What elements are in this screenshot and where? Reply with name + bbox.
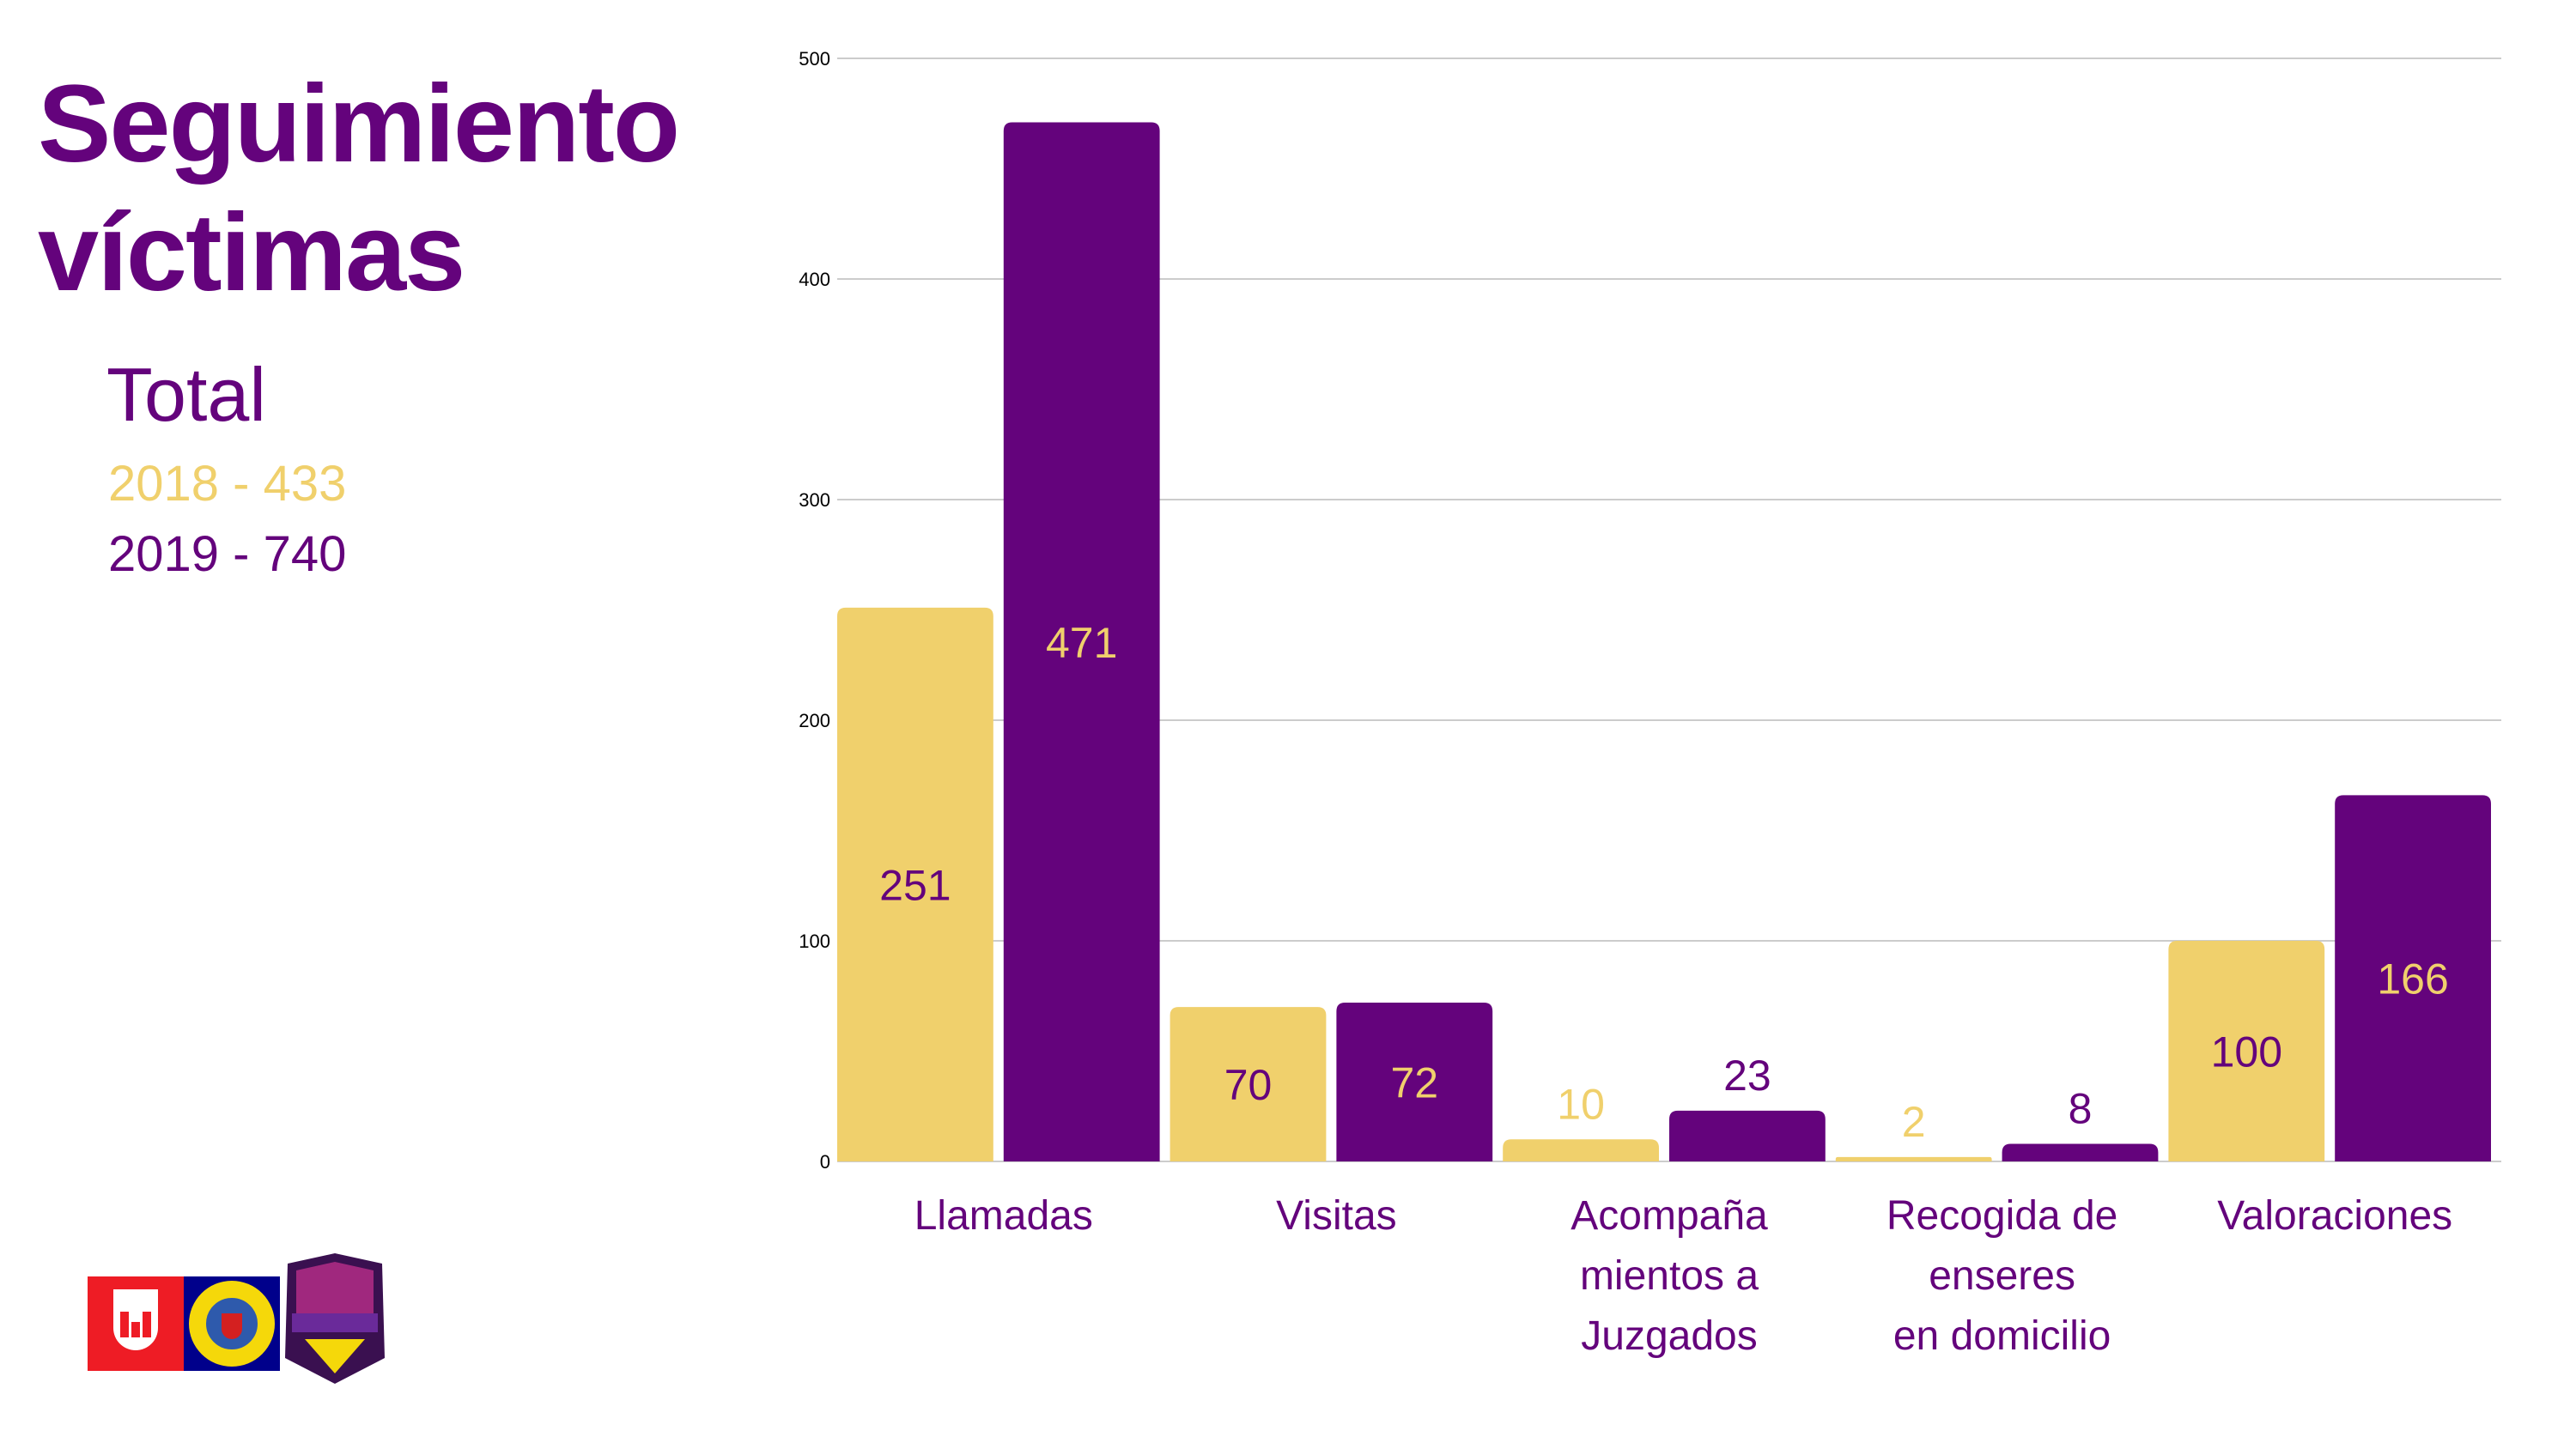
page-title: Seguimiento víctimas	[38, 60, 776, 318]
logos	[88, 1253, 385, 1384]
bar-2018	[837, 607, 993, 1161]
ayuntamiento-logo	[88, 1276, 184, 1371]
bar-2018	[1835, 1156, 1992, 1161]
x-category-label: enseres	[1929, 1253, 2075, 1299]
legend-item-2018: 2018 - 433	[108, 456, 347, 512]
x-category-label: Juzgados	[1581, 1313, 1757, 1359]
x-category-label: Visitas	[1276, 1193, 1397, 1239]
x-category-label: Recogida de	[1886, 1193, 2118, 1239]
x-category-label: mientos a	[1580, 1253, 1759, 1299]
y-tick-label: 500	[799, 48, 830, 70]
data-label: 471	[1046, 619, 1117, 667]
bar-2019	[1336, 1002, 1493, 1161]
y-tick-label: 400	[799, 269, 830, 290]
bar-2019	[2002, 1143, 2159, 1161]
title-line-2: víctimas	[38, 191, 465, 314]
y-tick-label: 300	[799, 489, 830, 511]
bar-2019	[1669, 1110, 1826, 1161]
bar-2019	[1003, 122, 1160, 1161]
data-label: 2	[1902, 1098, 1926, 1146]
y-tick-label: 200	[799, 710, 830, 731]
bar-2018	[2168, 941, 2325, 1161]
data-label: 251	[879, 861, 951, 909]
data-label: 23	[1723, 1052, 1771, 1100]
bar-2019	[2335, 795, 2491, 1161]
x-category-label: en domicilio	[1893, 1313, 2111, 1359]
x-category-label: Acompaña	[1571, 1193, 1768, 1239]
x-category-label: Valoraciones	[2217, 1193, 2452, 1239]
data-label: 166	[2377, 955, 2448, 1003]
title-line-1: Seguimiento	[38, 63, 680, 185]
bar-2018	[1503, 1139, 1659, 1161]
y-tick-label: 0	[820, 1151, 830, 1173]
data-label: 100	[2211, 1028, 2282, 1076]
data-label: 72	[1390, 1058, 1438, 1106]
data-label: 10	[1557, 1080, 1605, 1128]
x-category-label: Llamadas	[914, 1193, 1093, 1239]
unidad-logo	[285, 1253, 385, 1384]
policia-logo	[184, 1276, 280, 1371]
data-label: 70	[1224, 1061, 1273, 1109]
data-label: 8	[2069, 1084, 2093, 1132]
y-tick-label: 100	[799, 931, 830, 952]
bar-2018	[1170, 1007, 1327, 1161]
legend-heading: Total	[106, 352, 266, 437]
legend-item-2019: 2019 - 740	[108, 526, 347, 582]
